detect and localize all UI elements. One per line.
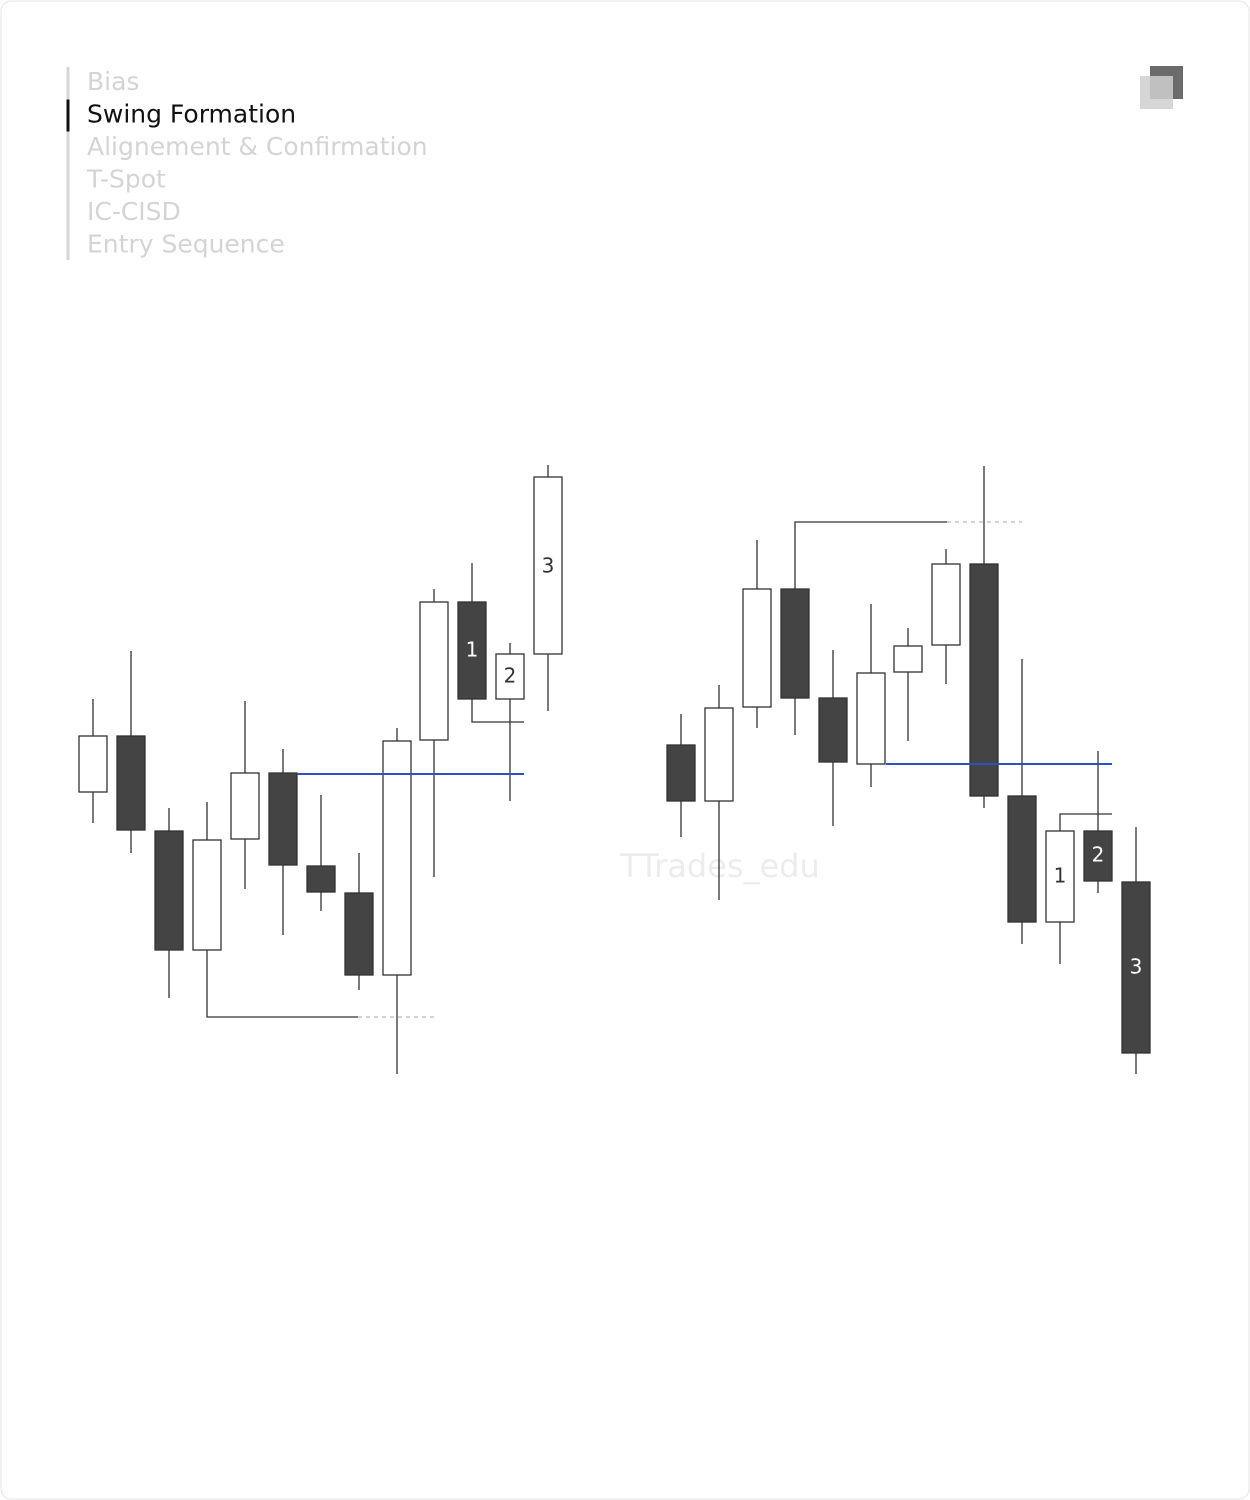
candle-label: 1 (466, 638, 479, 662)
candle-body (780, 588, 810, 699)
candle-body (457, 601, 487, 700)
candle-body (1121, 881, 1151, 1054)
candle-body (306, 865, 336, 893)
candle-body (154, 830, 184, 951)
candle-body (666, 744, 696, 802)
nav-item[interactable]: Entry Sequence (87, 230, 285, 259)
candle-body (931, 563, 961, 646)
level-line (206, 950, 358, 1018)
candle-body (116, 735, 146, 831)
nav-item[interactable]: IC-CISD (87, 197, 181, 226)
candle-label: 2 (504, 664, 517, 688)
nav-item[interactable]: Bias (87, 67, 139, 96)
candle-body (419, 601, 449, 741)
candle-body (704, 707, 734, 802)
nav-item[interactable]: Alignement & Confirmation (87, 132, 428, 161)
candle-label: 3 (542, 554, 555, 578)
nav-item[interactable]: Swing Formation (87, 100, 296, 129)
candle-label: 3 (1130, 955, 1143, 979)
level-line (794, 521, 947, 589)
candle-body (268, 772, 298, 866)
candle-body (1083, 830, 1113, 882)
candle-body (192, 839, 222, 951)
level-line (471, 699, 524, 723)
nav-item[interactable]: T-Spot (86, 165, 166, 194)
candle-body (382, 740, 412, 976)
candle-label: 1 (1054, 864, 1067, 888)
candle-body (495, 653, 525, 700)
candle-body (1007, 795, 1037, 923)
candle-body (856, 672, 886, 765)
candle-body (969, 563, 999, 797)
candle-body (344, 892, 374, 976)
candle-body (1045, 830, 1075, 923)
level-line (1059, 813, 1112, 831)
candle-body (78, 735, 108, 793)
candle-body (893, 645, 923, 673)
candle-body (818, 697, 848, 763)
candle-body (742, 588, 772, 708)
candle-label: 2 (1092, 843, 1105, 867)
logo (1140, 66, 1183, 109)
candle-body (533, 476, 563, 655)
candle-body (230, 772, 260, 840)
